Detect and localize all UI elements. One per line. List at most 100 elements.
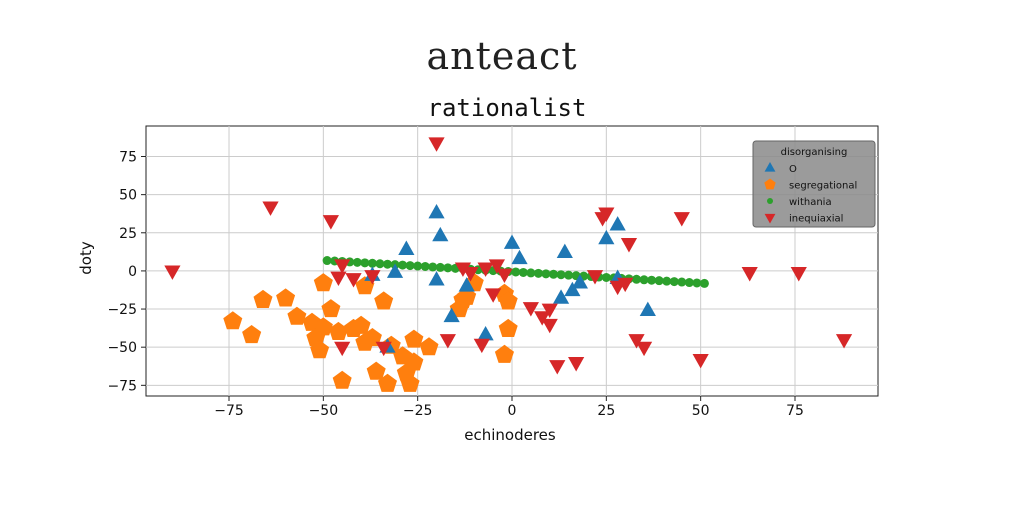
segregational-point <box>332 370 352 389</box>
x-axis-label: echinoderes <box>464 426 556 444</box>
withania-point <box>654 276 664 286</box>
segregational-point <box>404 352 424 371</box>
inequiaxial-point <box>568 357 585 372</box>
segregational-point <box>313 273 333 292</box>
x-tick-label: −50 <box>309 403 339 419</box>
legend-title: disorganising <box>781 147 848 158</box>
segregational-point <box>494 344 514 363</box>
legend-marker-withania <box>767 198 773 204</box>
withania-point <box>541 269 551 279</box>
inequiaxial-point <box>617 277 634 293</box>
withania-point <box>692 278 702 288</box>
y-tick-label: 75 <box>119 150 137 166</box>
inequiaxial-point <box>485 288 502 303</box>
segregational-point <box>351 315 371 334</box>
inequiaxial-point <box>598 207 615 222</box>
O-point <box>571 274 589 289</box>
O-point <box>477 325 494 341</box>
x-tick-label: 50 <box>692 403 710 419</box>
segregational-point <box>498 291 518 310</box>
x-tick-label: −25 <box>403 403 433 419</box>
segregational-point <box>400 373 420 392</box>
plot-area: −75 −50 −25 0 25 50 75 75 50 25 0 −25 −50 −75 <box>107 125 879 419</box>
inequiaxial-point <box>586 270 604 285</box>
segregational-point <box>498 318 518 337</box>
O-point <box>511 249 528 265</box>
O-point <box>432 226 449 242</box>
inequiaxial-point <box>673 212 690 227</box>
withania-point <box>511 267 521 277</box>
O-point <box>609 216 626 231</box>
withania-point <box>639 275 649 285</box>
inequiaxial-point <box>330 271 347 287</box>
O-point <box>556 243 573 259</box>
withania-point <box>352 257 362 267</box>
segregational-point <box>223 311 243 330</box>
inequiaxial-point <box>741 267 758 282</box>
withania-point <box>367 258 377 268</box>
withania-point <box>428 262 438 272</box>
y-tick-label: −75 <box>107 378 137 394</box>
withania-point <box>518 267 528 277</box>
segregational-point <box>287 306 307 325</box>
O-point <box>398 240 415 255</box>
withania-point <box>435 262 445 272</box>
page-title: anteact <box>426 34 578 78</box>
O-point <box>428 271 445 286</box>
inequiaxial-point <box>477 262 494 277</box>
inequiaxial-point <box>835 334 853 349</box>
O-point <box>552 289 570 304</box>
segregational-point <box>310 340 330 359</box>
inequiaxial-point <box>534 311 551 326</box>
inequiaxial-point <box>454 262 472 277</box>
inequiaxial-point <box>790 267 807 282</box>
chart-title: rationalist <box>427 94 587 122</box>
inequiaxial-point <box>439 334 456 349</box>
y-tick-label: −50 <box>107 340 137 356</box>
withania-point <box>322 256 332 266</box>
O-point <box>503 234 521 249</box>
withania-point <box>677 277 687 287</box>
withania-point <box>556 270 566 280</box>
withania-point <box>662 276 672 286</box>
y-tick-label: 50 <box>119 188 137 204</box>
inequiaxial-point <box>692 353 709 369</box>
segregational-point <box>313 317 333 336</box>
inequiaxial-point <box>541 303 558 319</box>
x-ticks: −75 −50 −25 0 25 50 75 <box>214 396 804 419</box>
O-point <box>428 203 445 219</box>
inequiaxial-point <box>473 338 490 354</box>
withania-point <box>413 261 423 271</box>
withania-point <box>375 259 385 269</box>
withania-point <box>684 278 694 288</box>
O-point <box>598 229 615 245</box>
withania-point <box>526 268 536 278</box>
withania-point <box>601 272 611 282</box>
inequiaxial-point <box>262 201 279 216</box>
withania-point <box>382 259 392 269</box>
y-tick-label: 0 <box>128 264 137 280</box>
x-tick-label: −75 <box>214 403 244 419</box>
legend-box <box>752 140 876 228</box>
inequiaxial-point <box>322 215 339 230</box>
inequiaxial-point <box>488 259 506 274</box>
withania-point <box>398 260 408 270</box>
O-point <box>639 301 656 316</box>
data-markers <box>164 137 853 392</box>
legend-label-withania: withania <box>789 197 832 208</box>
segregational-point <box>378 373 397 392</box>
segregational-point <box>366 361 386 380</box>
x-tick-label: 75 <box>786 403 804 419</box>
segregational-point <box>321 299 341 318</box>
legend-marker-segregational <box>764 178 776 190</box>
legend-label-inequiaxial: inequiaxial <box>789 214 843 225</box>
inequiaxial-point <box>635 341 653 357</box>
withania-point <box>632 274 642 284</box>
legend-marker-inequiaxial <box>764 213 776 224</box>
inequiaxial-point <box>522 302 539 317</box>
O-point <box>386 263 404 278</box>
O-point <box>458 277 475 292</box>
O-point <box>443 307 460 323</box>
